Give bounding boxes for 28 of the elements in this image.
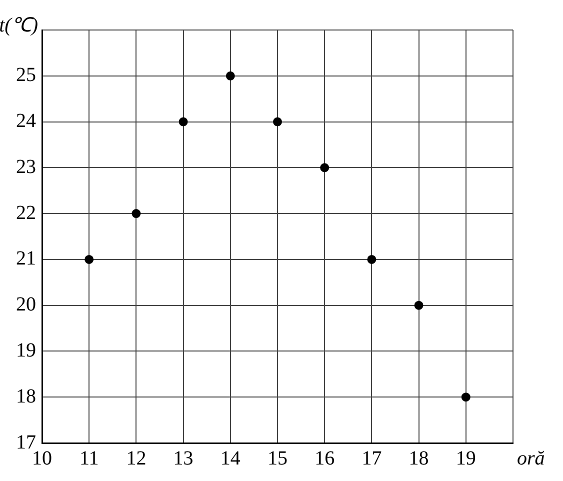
x-tick-label: 16 <box>314 447 335 470</box>
y-tick-label: 18 <box>16 385 36 408</box>
point <box>414 300 424 310</box>
point <box>84 254 94 264</box>
point <box>461 392 470 402</box>
y-tick-label: 20 <box>16 294 36 316</box>
point <box>226 71 235 80</box>
x-axis-title: oră <box>517 447 545 470</box>
point <box>273 117 282 126</box>
y-tick-label: 25 <box>16 64 36 86</box>
x-tick-label: 15 <box>268 447 288 470</box>
x-tick-label: 14 <box>220 447 240 470</box>
point <box>320 163 330 172</box>
y-tick-label: 19 <box>16 339 36 362</box>
x-tick-label: 19 <box>456 447 476 470</box>
point <box>367 254 376 264</box>
x-tick-label: 17 <box>362 447 382 470</box>
y-tick-label: 24 <box>16 110 36 132</box>
y-tick-label: 22 <box>16 202 36 224</box>
point <box>178 117 188 126</box>
x-tick-label: 18 <box>408 447 429 470</box>
y-tick-label: 21 <box>16 248 36 270</box>
x-tick-label: 13 <box>173 447 194 470</box>
y-tick-label: 23 <box>16 156 36 178</box>
x-tick-label: 12 <box>126 447 146 470</box>
y-axis-title: t(℃) <box>0 14 38 36</box>
point <box>132 209 141 218</box>
x-tick-label: 11 <box>79 447 99 470</box>
